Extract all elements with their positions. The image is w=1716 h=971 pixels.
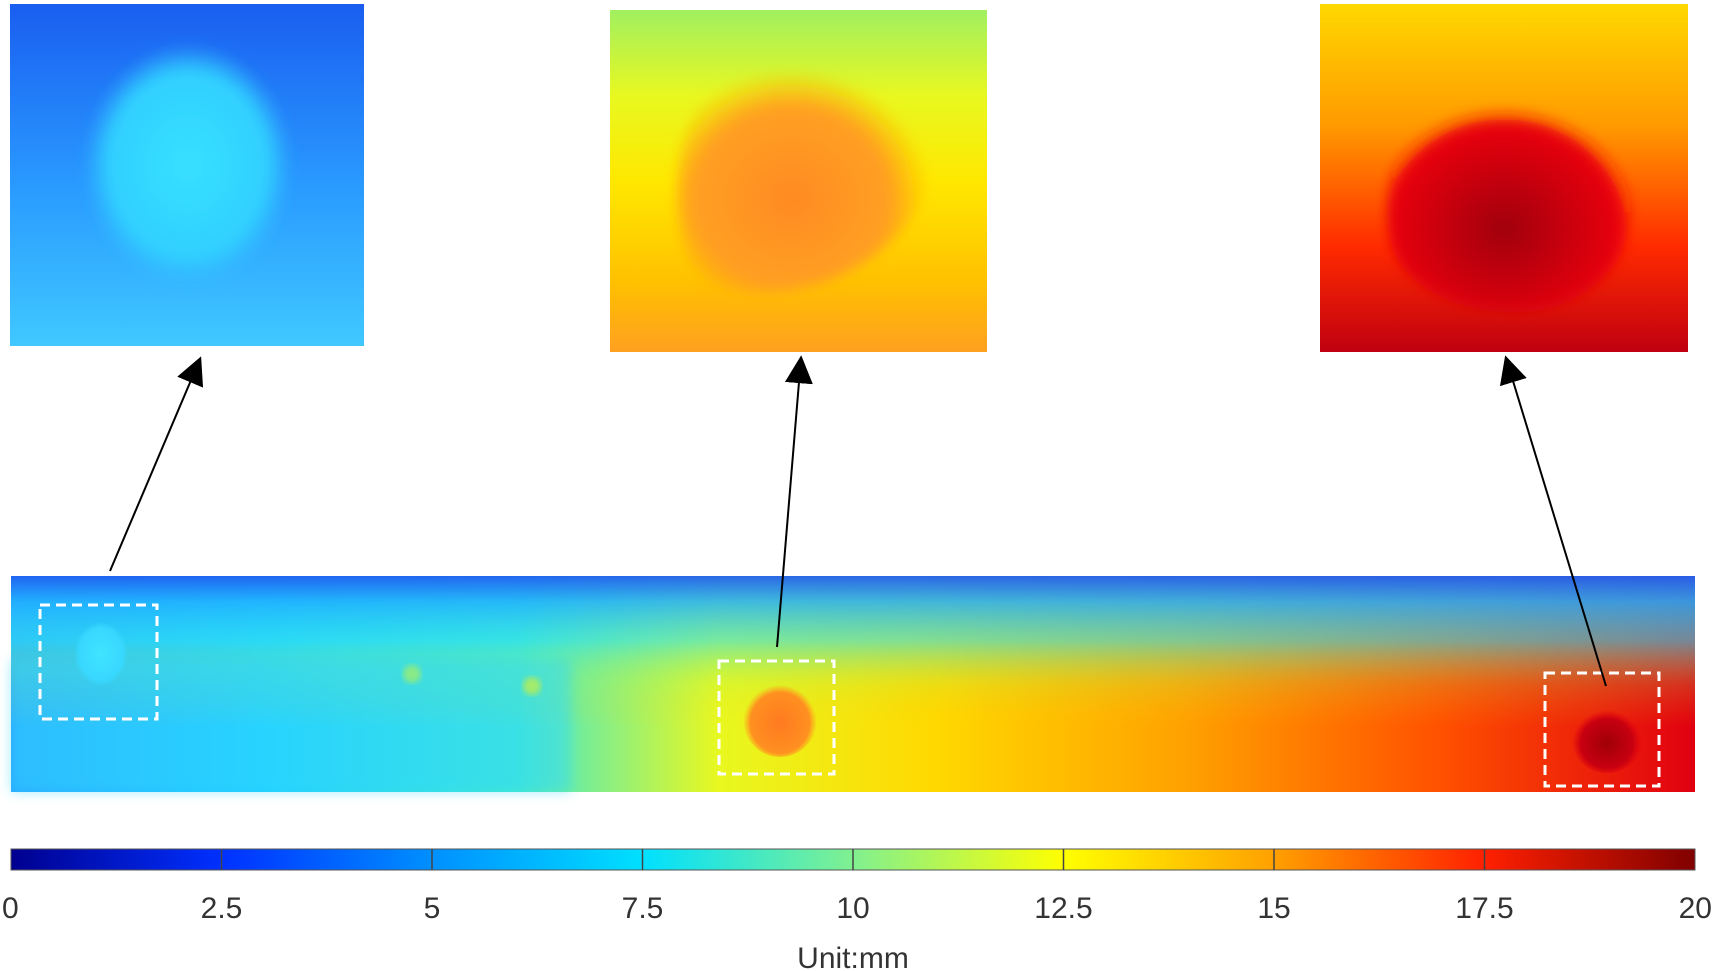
colorbar-tick-label: 10 <box>836 892 869 925</box>
inset-left <box>10 4 364 346</box>
inset-center <box>610 10 987 352</box>
arrow-left <box>109 356 204 572</box>
colorbar-tick-label: 0 <box>2 892 19 925</box>
colorbar-tick-label: 17.5 <box>1455 892 1513 925</box>
colorbar-tick-label: 7.5 <box>622 892 664 925</box>
colorbar-unit-label: Unit:mm <box>797 942 909 971</box>
colorbar-tick-label: 15 <box>1257 892 1290 925</box>
colorbar-tick-label: 12.5 <box>1034 892 1092 925</box>
colorbar: 0 2.5 5 7.5 10 12.5 15 17.5 20 Unit:mm <box>2 848 1712 971</box>
colorbar-tick-label: 20 <box>1679 892 1712 925</box>
colorbar-tick-label: 2.5 <box>201 892 243 925</box>
defect-blob-center <box>675 57 933 293</box>
strip-defect-right <box>1572 707 1642 773</box>
selection-box-center <box>717 659 836 776</box>
inset-right <box>1320 4 1688 352</box>
strip-defect-left <box>74 622 128 686</box>
selection-box-left <box>38 603 159 721</box>
depth-strip <box>11 576 1695 792</box>
defect-blob-left <box>83 43 293 287</box>
arrow-center <box>776 355 813 648</box>
strip-defect-center <box>743 681 817 757</box>
defect-blob-right <box>1386 92 1632 312</box>
colorbar-tick-label: 5 <box>424 892 441 925</box>
arrow-right <box>1499 355 1607 687</box>
